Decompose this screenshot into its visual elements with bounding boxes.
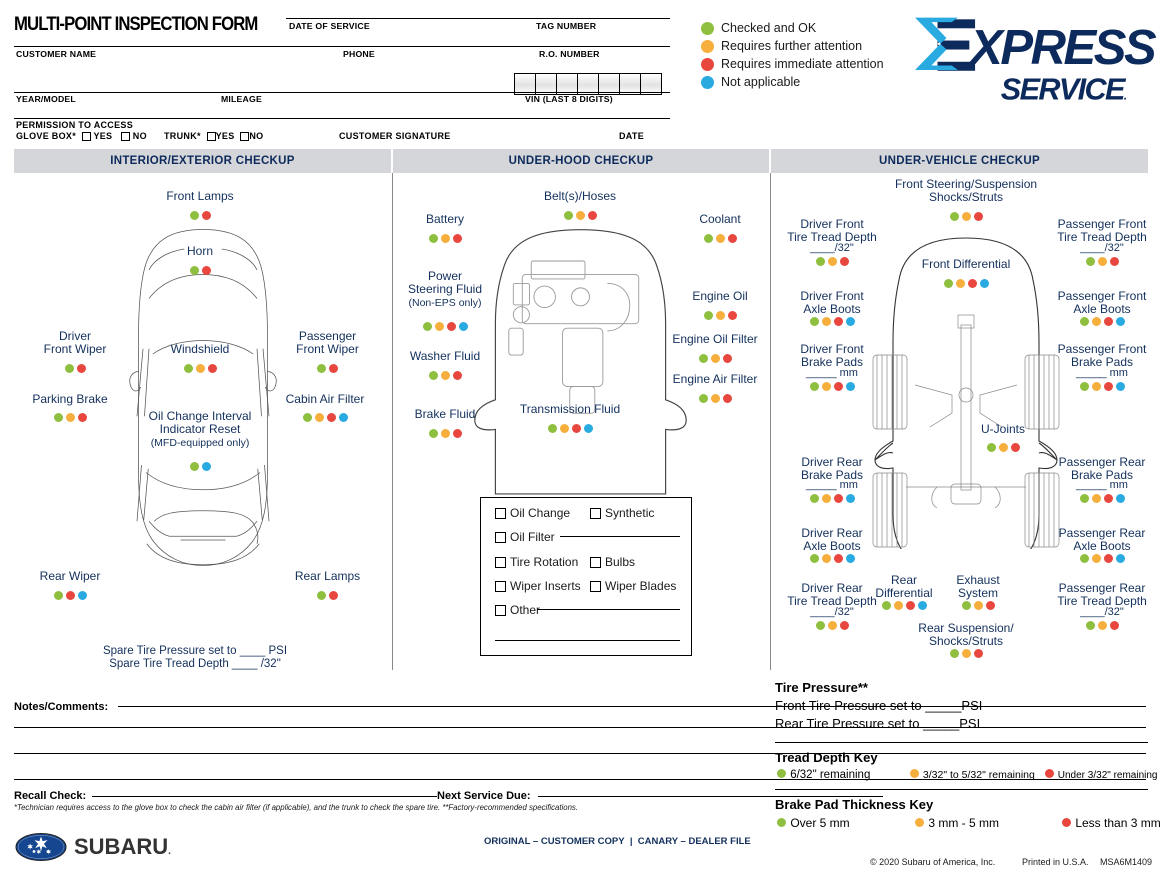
svg-text:SUBARU.: SUBARU.	[74, 834, 171, 859]
svg-text:XPRESS: XPRESS	[967, 21, 1157, 75]
svg-text:SERVICE.: SERVICE.	[1001, 73, 1127, 107]
